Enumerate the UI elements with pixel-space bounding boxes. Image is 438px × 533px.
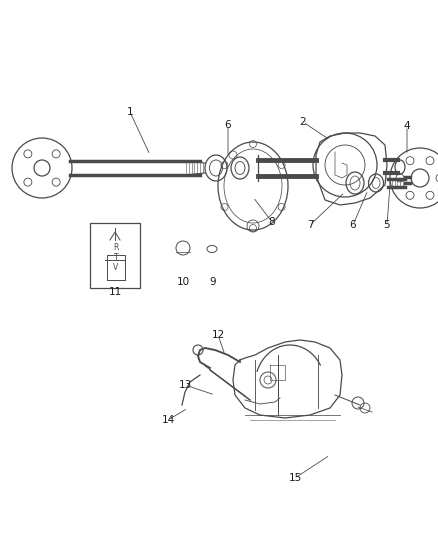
Text: 12: 12 [211,330,224,340]
Text: 5: 5 [383,220,389,230]
Text: 6: 6 [224,120,231,130]
Text: 15: 15 [288,473,301,483]
Text: 6: 6 [349,220,356,230]
Text: 7: 7 [306,220,313,230]
Text: 2: 2 [299,117,306,127]
Text: 1: 1 [127,107,133,117]
Text: 14: 14 [161,415,174,425]
Text: 13: 13 [178,380,191,390]
Text: 9: 9 [209,277,216,287]
Text: R: R [113,244,118,253]
Text: 11: 11 [108,287,121,297]
Text: 10: 10 [176,277,189,287]
Text: V: V [113,263,118,272]
Text: 4: 4 [403,121,410,131]
Text: T: T [113,254,118,262]
Text: 8: 8 [268,217,275,227]
Bar [90,223,140,288]
